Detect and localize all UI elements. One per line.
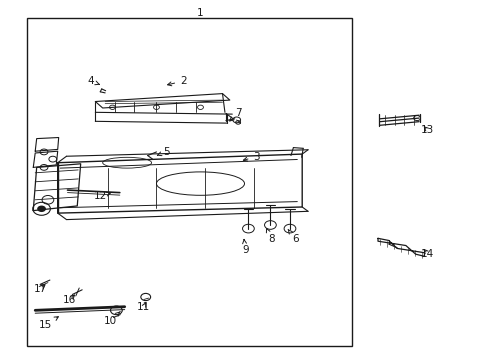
Text: 11: 11 (137, 302, 150, 312)
Text: 6: 6 (287, 229, 299, 244)
Text: 7: 7 (229, 108, 242, 121)
Text: 12: 12 (93, 191, 110, 201)
Text: 17: 17 (33, 284, 47, 294)
Text: 9: 9 (242, 239, 248, 255)
Circle shape (37, 206, 46, 212)
Text: 3: 3 (243, 152, 260, 162)
Text: 4: 4 (87, 76, 99, 86)
Text: 15: 15 (38, 317, 58, 330)
Text: 10: 10 (103, 311, 120, 326)
Text: 14: 14 (420, 249, 434, 259)
Text: 8: 8 (266, 229, 274, 244)
Text: 16: 16 (63, 294, 77, 305)
Text: 2: 2 (167, 76, 186, 86)
Bar (27, 18, 351, 346)
Text: 1: 1 (197, 8, 203, 18)
Text: 13: 13 (420, 125, 434, 135)
Text: 5: 5 (157, 147, 169, 157)
